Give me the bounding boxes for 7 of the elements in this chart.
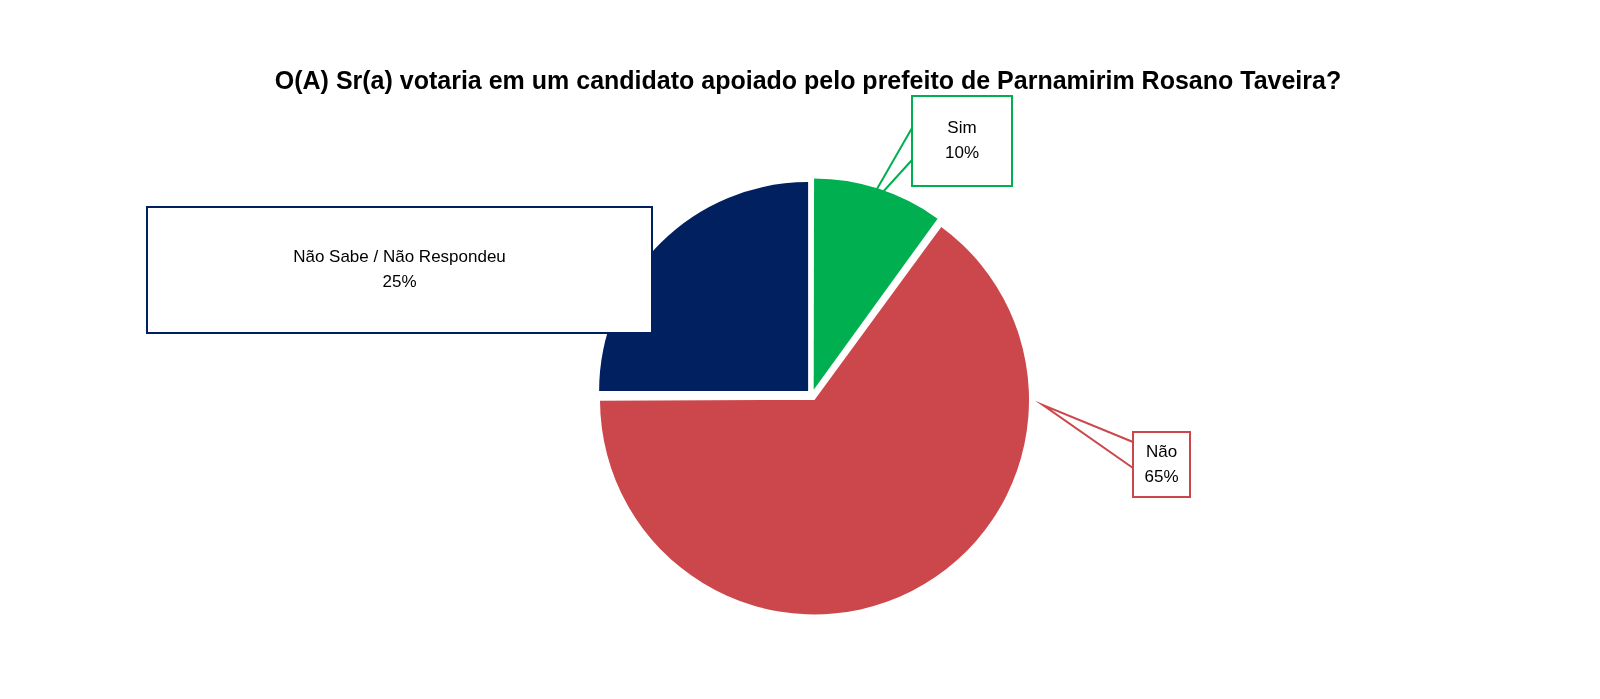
data-label: 25%: [382, 272, 417, 292]
slice-label: Não: [1145, 441, 1178, 461]
data-label: 65%: [1144, 466, 1179, 486]
slice-label: Sim: [947, 118, 977, 138]
chart-title: O(A) Sr(a) votaria em um candidato apoiado pelo prefeito de Parnamirim Rosano Taveira?: [274, 65, 1342, 94]
data-label: 10%: [944, 143, 980, 163]
slice-label: Não Sabe / Não Respondeu: [293, 247, 506, 267]
